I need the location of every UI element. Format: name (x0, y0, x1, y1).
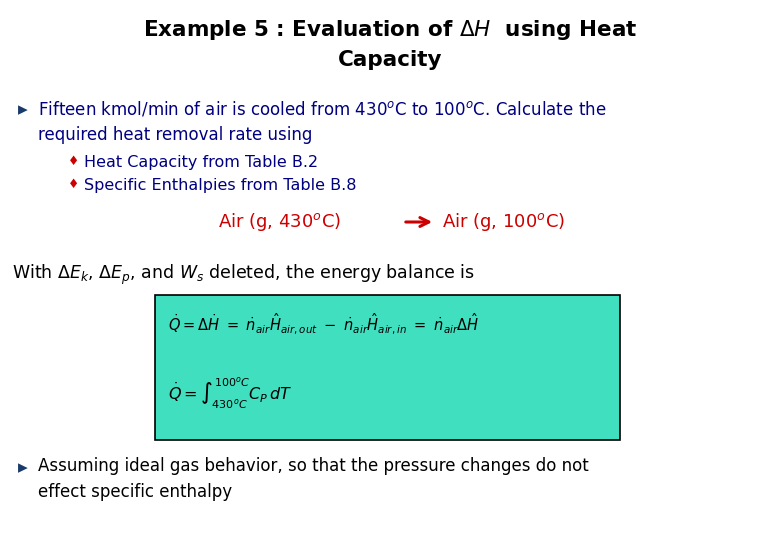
Text: Heat Capacity from Table B.2: Heat Capacity from Table B.2 (84, 155, 318, 170)
FancyBboxPatch shape (155, 295, 620, 440)
Text: ♦: ♦ (68, 178, 80, 191)
Text: Air (g, 430$^o$C): Air (g, 430$^o$C) (218, 211, 341, 233)
Text: $\dot{Q} = \Delta\dot{H}\ =\ \dot{n}_{air}\hat{H}_{air,out}\ -\ \dot{n}_{air}\ha: $\dot{Q} = \Delta\dot{H}\ =\ \dot{n}_{ai… (168, 312, 480, 337)
Text: ▸: ▸ (18, 100, 28, 119)
Text: $\dot{Q} = \int_{430^oC}^{100^oC} C_P\, dT$: $\dot{Q} = \int_{430^oC}^{100^oC} C_P\, … (168, 375, 292, 411)
Text: Air (g, 100$^o$C): Air (g, 100$^o$C) (442, 211, 565, 233)
Text: Fifteen kmol/min of air is cooled from 430$^o$C to 100$^o$C. Calculate the
requi: Fifteen kmol/min of air is cooled from 4… (38, 99, 606, 144)
Text: ▸: ▸ (18, 458, 28, 477)
Text: With $\Delta E_k$, $\Delta E_p$, and $W_s$ deleted, the energy balance is: With $\Delta E_k$, $\Delta E_p$, and $W_… (12, 263, 475, 287)
Text: Specific Enthalpies from Table B.8: Specific Enthalpies from Table B.8 (84, 178, 356, 193)
Text: ♦: ♦ (68, 155, 80, 168)
Text: Example 5 : Evaluation of $\Delta H$  using Heat
Capacity: Example 5 : Evaluation of $\Delta H$ usi… (143, 18, 637, 70)
Text: Assuming ideal gas behavior, so that the pressure changes do not
effect specific: Assuming ideal gas behavior, so that the… (38, 457, 589, 501)
